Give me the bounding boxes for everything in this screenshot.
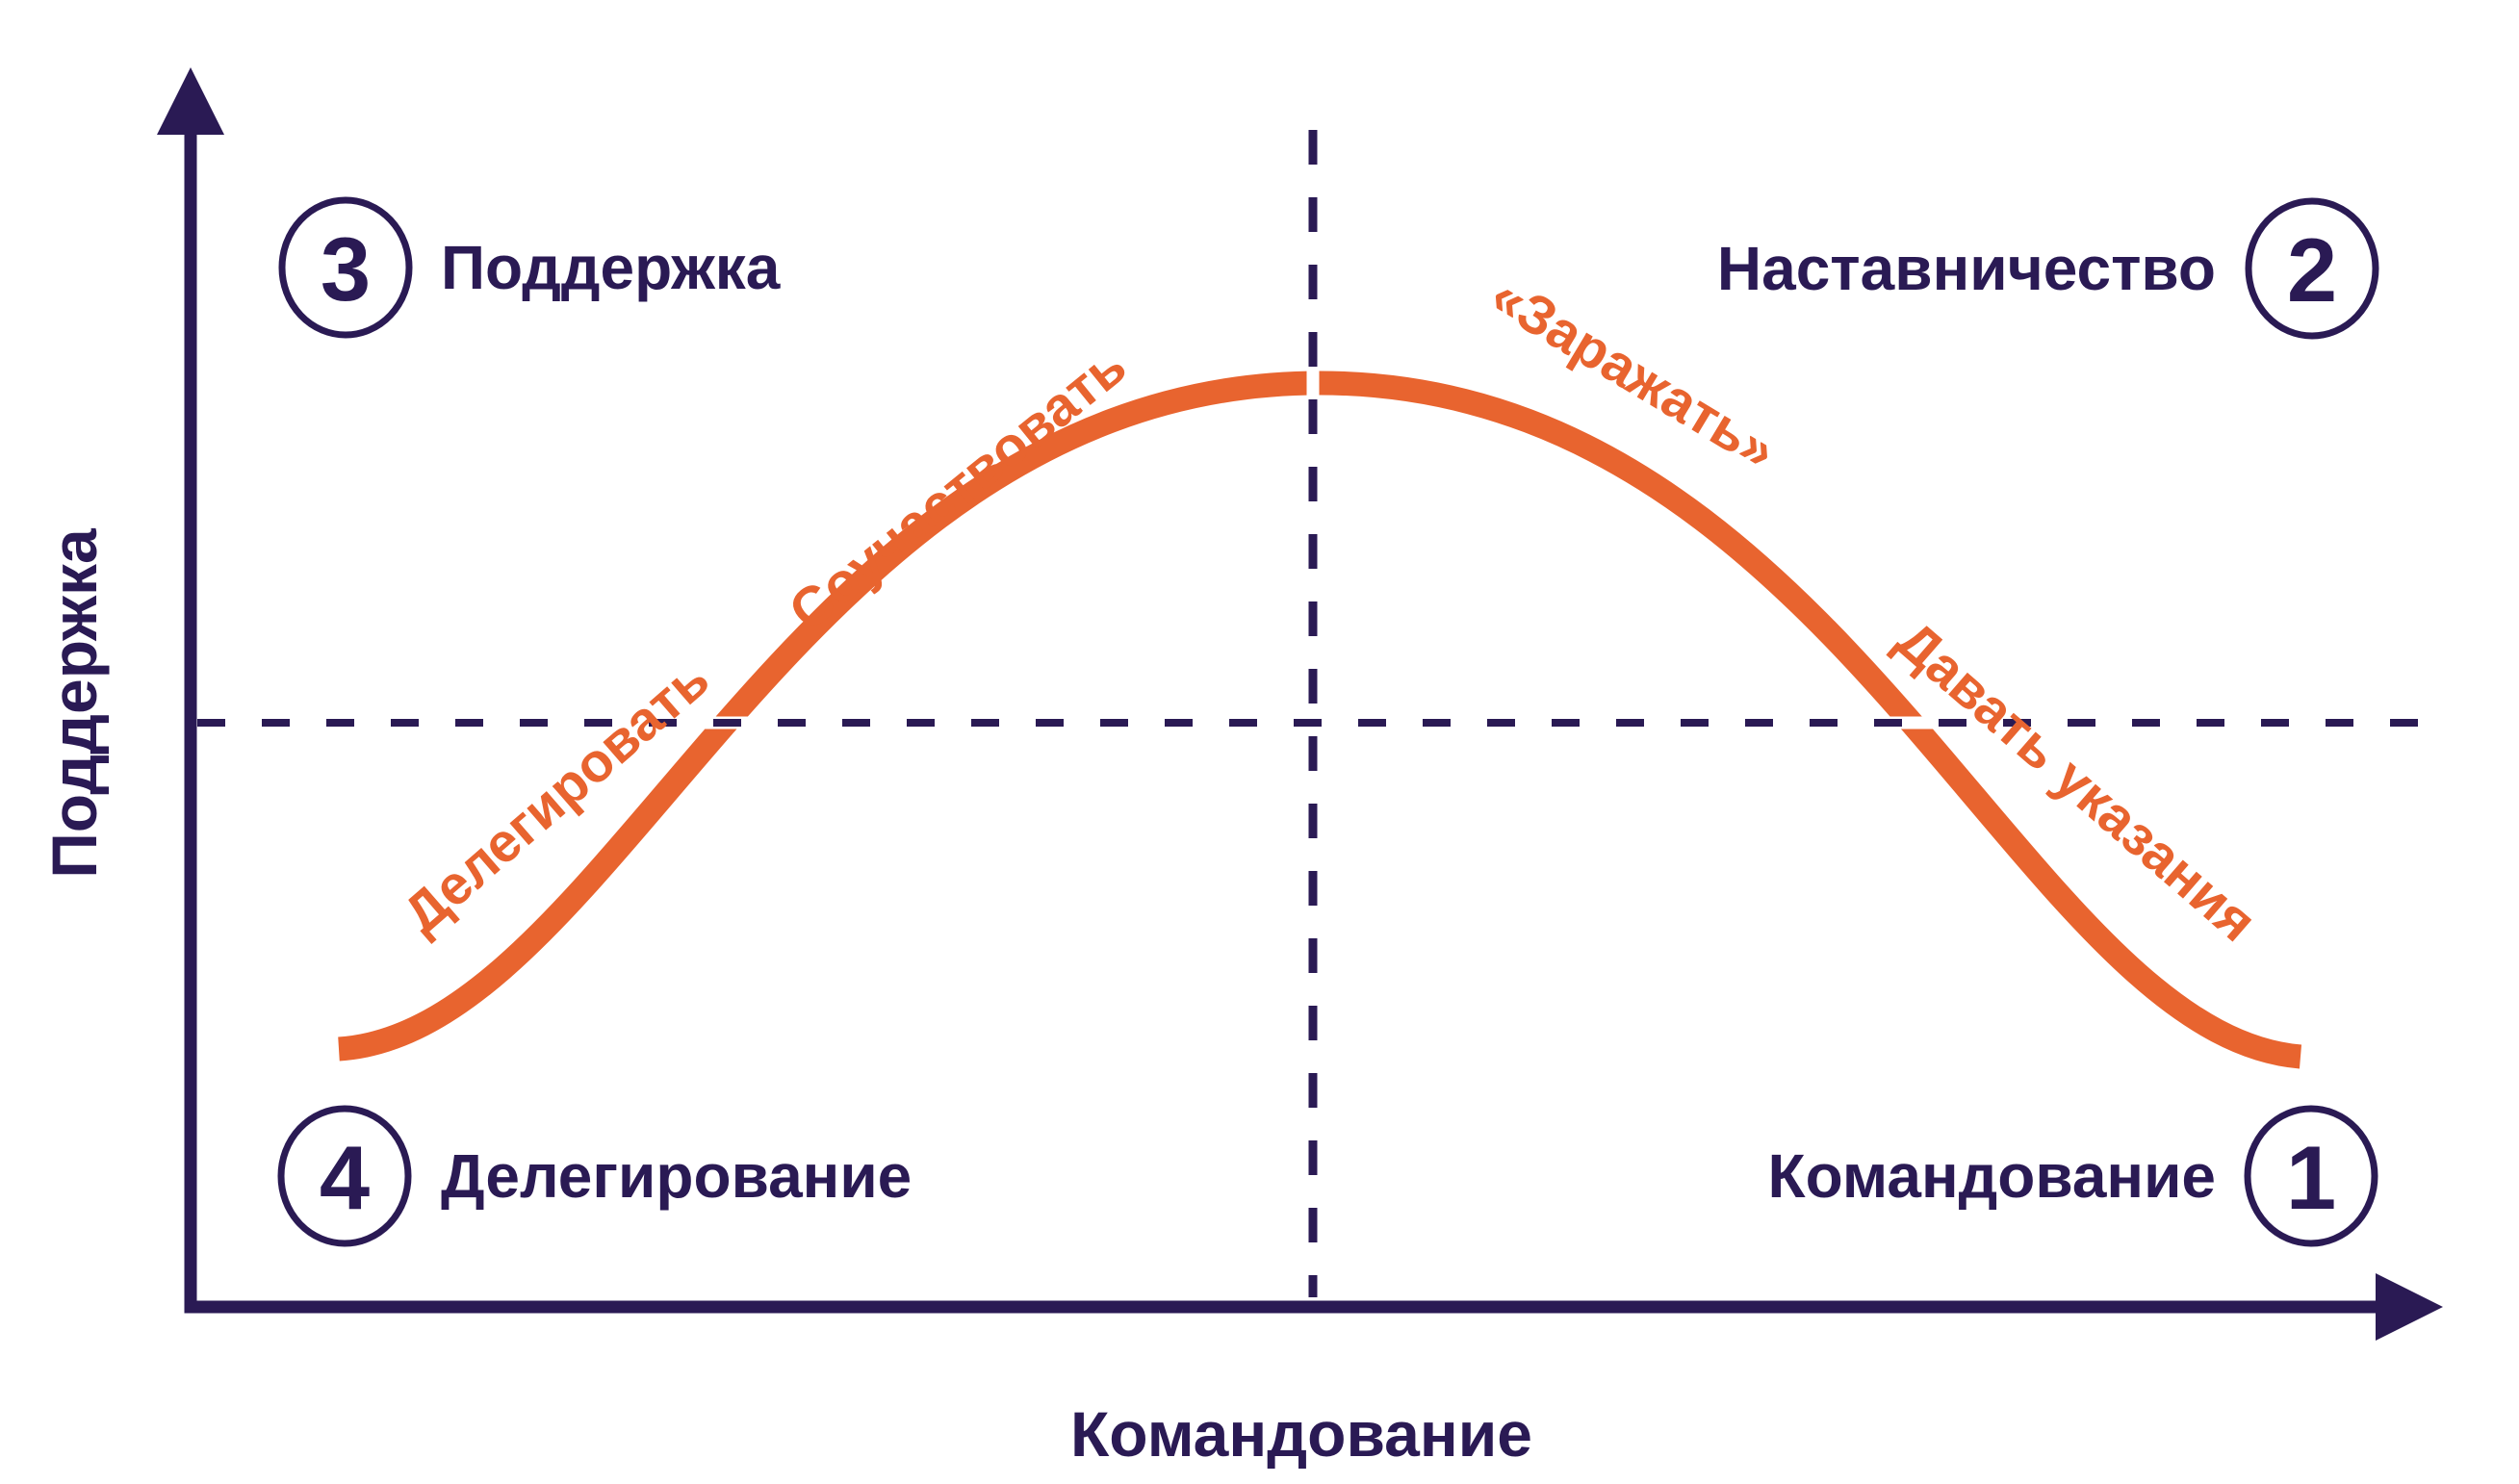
x-axis-label: Командование [1070, 1398, 1532, 1470]
quadrant-3-label: Поддержка [441, 233, 781, 302]
quadrant-2-label: Наставничество [1717, 234, 2216, 303]
quadrant-1-label: Командование [1768, 1141, 2216, 1211]
y-axis-label: Поддержка [39, 527, 110, 879]
quadrant-4-badge [277, 1105, 412, 1247]
quadrant-2-badge [2245, 197, 2379, 340]
quadrant-4-number: 4 [320, 1127, 370, 1228]
y-axis-arrowhead-icon [157, 67, 224, 135]
axes-lines [184, 127, 2379, 1314]
bell-curve [338, 371, 2302, 1069]
quadrant-2-number: 2 [2287, 219, 2337, 320]
quadrant-1-number: 1 [2286, 1127, 2336, 1228]
quadrant-3-number: 3 [321, 218, 371, 320]
quadrant-1-badge [2244, 1105, 2378, 1247]
curve-label-participate: Соучаствовать [778, 335, 1138, 643]
x-axis-arrowhead-icon [2376, 1273, 2443, 1341]
quadrant-3-badge [278, 196, 413, 339]
quadrant-4-label: Делегирование [441, 1141, 912, 1211]
